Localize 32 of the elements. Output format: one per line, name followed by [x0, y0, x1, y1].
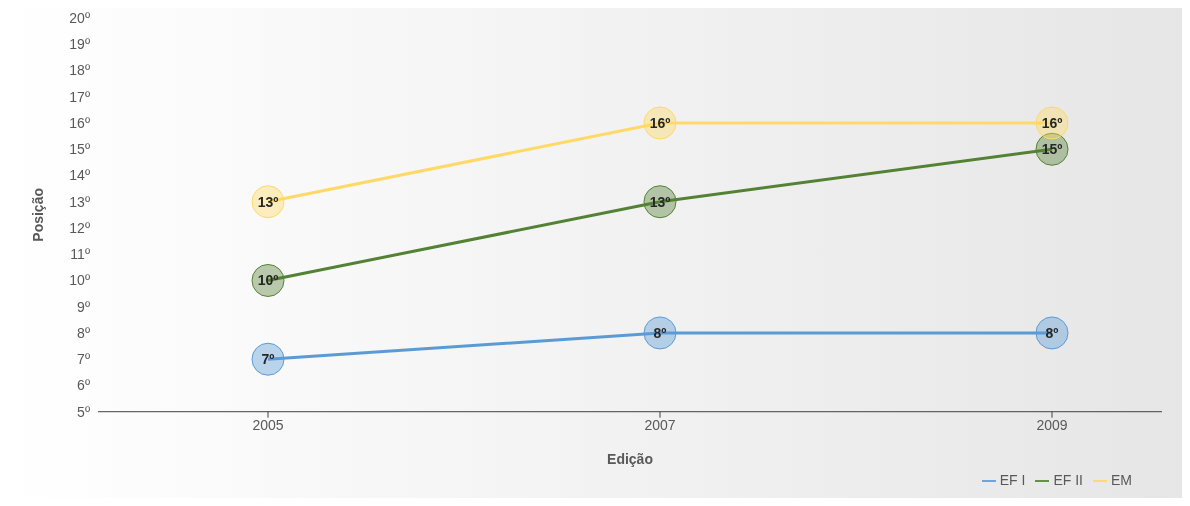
data-label: 13º — [257, 193, 279, 210]
legend-label: EF I — [999, 471, 1026, 488]
y-tick-label: 18º — [69, 62, 90, 79]
y-tick-label: 14º — [69, 167, 90, 184]
x-axis-title: Edição — [607, 450, 653, 467]
data-label: 15º — [1041, 141, 1063, 158]
legend-label: EM — [1111, 471, 1132, 488]
y-tick-label: 5º — [77, 403, 90, 420]
y-tick-label: 13º — [69, 193, 90, 210]
y-tick-label: 15º — [69, 141, 90, 158]
data-label: 7º — [261, 351, 275, 368]
data-label: 16º — [1041, 114, 1063, 131]
y-tick-label: 6º — [77, 377, 90, 394]
data-label: 10º — [257, 272, 279, 289]
legend-label: EF II — [1053, 471, 1083, 488]
x-tick-label: 2005 — [252, 416, 284, 433]
y-tick-label: 17º — [69, 88, 90, 105]
data-label: 16º — [649, 114, 671, 131]
y-tick-label: 9º — [77, 298, 90, 315]
y-tick-label: 19º — [69, 36, 90, 53]
y-tick-label: 12º — [69, 219, 90, 236]
data-label: 8º — [1045, 324, 1059, 341]
y-tick-label: 20º — [69, 9, 90, 26]
y-tick-label: 10º — [69, 272, 90, 289]
x-tick-label: 2009 — [1036, 416, 1068, 433]
data-label: 8º — [653, 324, 667, 341]
y-tick-label: 7º — [77, 351, 90, 368]
y-axis-title: Posição — [29, 188, 46, 242]
y-tick-label: 16º — [69, 114, 90, 131]
y-tick-label: 11º — [70, 246, 90, 263]
x-tick-label: 2007 — [644, 416, 676, 433]
y-tick-label: 8º — [77, 324, 90, 341]
